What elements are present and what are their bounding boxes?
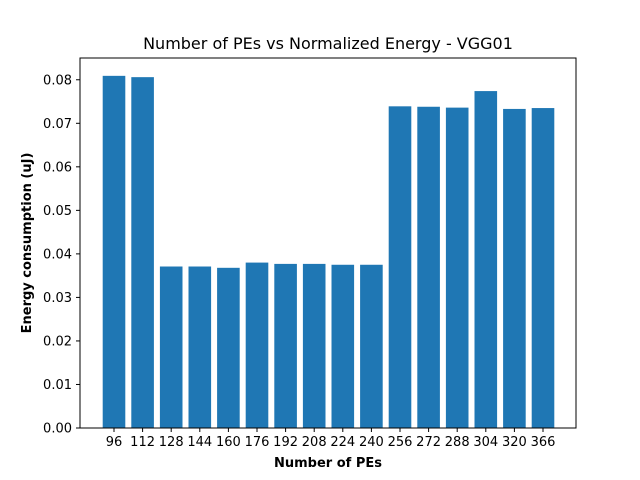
bar-160 (217, 267, 240, 428)
bar-320 (503, 108, 526, 428)
y-tick-label: 0.01 (43, 378, 72, 393)
chart-title: Number of PEs vs Normalized Energy - VGG… (143, 34, 513, 53)
x-tick-label: 366 (531, 435, 556, 450)
y-tick-label: 0.00 (43, 422, 72, 437)
y-axis: 0.00 0.01 0.02 0.03 0.04 0.05 0.06 0.07 0.08 (43, 73, 80, 437)
bar-192 (274, 263, 297, 428)
y-axis-label: Energy consumption (uJ) (20, 153, 35, 334)
plot-frame (79, 57, 577, 429)
x-axis-label: Number of PEs (274, 456, 382, 471)
bar-144 (188, 266, 212, 428)
bar-128 (159, 266, 183, 428)
x-tick-label: 240 (359, 435, 384, 450)
y-tick-label: 0.05 (43, 204, 72, 219)
x-axis: 96 112 128 144 160 176 192 208 224 240 256 272 288 30… (106, 428, 556, 450)
bar-240 (360, 264, 383, 428)
bar-256 (388, 106, 412, 428)
bar-272 (417, 106, 440, 429)
bar-176 (245, 262, 269, 428)
x-tick-label: 320 (502, 435, 527, 450)
bar-112 (131, 77, 154, 428)
x-tick-label: 144 (187, 435, 212, 450)
y-tick-label: 0.08 (43, 73, 72, 88)
bar-224 (331, 264, 355, 428)
x-tick-label: 288 (445, 435, 470, 450)
x-tick-label: 224 (330, 435, 355, 450)
x-tick-label: 96 (106, 435, 123, 450)
y-tick-label: 0.02 (43, 334, 72, 349)
x-tick-label: 160 (216, 435, 241, 450)
bar-96 (102, 75, 126, 429)
y-tick-label: 0.03 (43, 291, 72, 306)
bars-group (102, 75, 555, 429)
y-tick-label: 0.07 (43, 117, 72, 132)
bar-304 (474, 91, 498, 429)
x-tick-label: 176 (245, 435, 270, 450)
y-tick-label: 0.06 (43, 160, 72, 175)
x-tick-label: 272 (416, 435, 441, 450)
x-tick-label: 208 (302, 435, 327, 450)
bar-366 (531, 108, 555, 428)
x-tick-label: 112 (130, 435, 155, 450)
x-tick-label: 304 (473, 435, 498, 450)
y-tick-label: 0.04 (43, 247, 72, 262)
x-tick-label: 256 (388, 435, 413, 450)
bar-288 (445, 107, 469, 428)
bar-208 (302, 263, 326, 428)
x-tick-label: 128 (159, 435, 184, 450)
x-tick-label: 192 (273, 435, 298, 450)
